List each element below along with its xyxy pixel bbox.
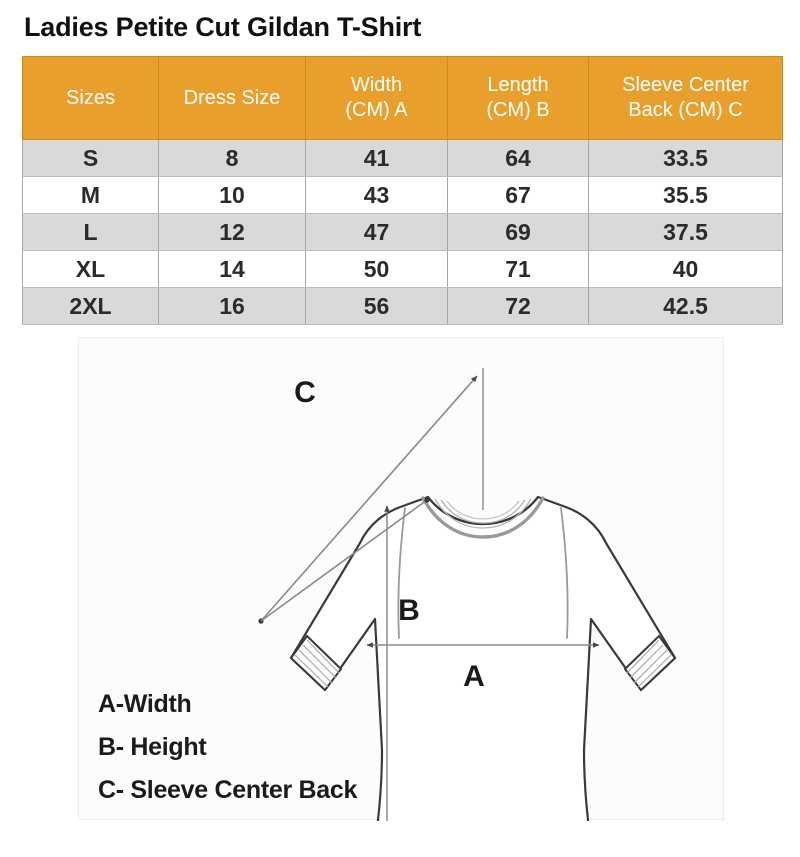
table-row: 2XL 16 56 72 42.5 bbox=[22, 287, 783, 325]
cell-width: 50 bbox=[305, 250, 448, 288]
cell-length: 71 bbox=[447, 250, 589, 288]
cell-length: 64 bbox=[447, 139, 589, 177]
cell-sleeve-center-back: 40 bbox=[588, 250, 783, 288]
dimension-c-line bbox=[258, 368, 484, 624]
cell-dress-size: 12 bbox=[158, 213, 306, 251]
cell-dress-size: 16 bbox=[158, 287, 306, 325]
table-row: M 10 43 67 35.5 bbox=[22, 176, 783, 214]
cell-width: 56 bbox=[305, 287, 448, 325]
legend-item-c: C- Sleeve Center Back bbox=[98, 776, 358, 804]
column-header-width-line1: Width bbox=[350, 74, 403, 96]
tshirt-diagram-svg: C B A bbox=[258, 368, 677, 821]
column-header-width: Width (CM) A bbox=[305, 56, 448, 140]
cell-size: 2XL bbox=[22, 287, 159, 325]
column-header-sizes-line1: Sizes bbox=[66, 86, 115, 109]
column-header-dress-size-line1: Dress Size bbox=[183, 86, 281, 109]
size-chart-table: Sizes Dress Size Width (CM) A Length (CM… bbox=[22, 56, 783, 325]
column-header-dress-size: Dress Size bbox=[158, 56, 306, 140]
cell-width: 47 bbox=[305, 213, 448, 251]
table-row: S 8 41 64 33.5 bbox=[22, 139, 783, 177]
column-header-sizes: Sizes bbox=[22, 56, 159, 140]
column-header-sleeve-center-back-line2: Back (CM) C bbox=[628, 99, 743, 121]
cell-sleeve-center-back: 33.5 bbox=[588, 139, 783, 177]
table-row: L 12 47 69 37.5 bbox=[22, 213, 783, 251]
column-header-length-line1: Length bbox=[487, 74, 549, 96]
cell-length: 69 bbox=[447, 213, 589, 251]
dimension-label-c: C bbox=[294, 376, 316, 409]
column-header-length-line2: (CM) B bbox=[486, 99, 550, 121]
column-header-length: Length (CM) B bbox=[447, 56, 589, 140]
column-header-sleeve-center-back-line1: Sleeve Center bbox=[622, 74, 749, 96]
cell-sleeve-center-back: 42.5 bbox=[588, 287, 783, 325]
cell-size: L bbox=[22, 213, 159, 251]
cell-dress-size: 14 bbox=[158, 250, 306, 288]
cell-size: S bbox=[22, 139, 159, 177]
legend-item-a: A-Width bbox=[98, 690, 192, 718]
cell-size: M bbox=[22, 176, 159, 214]
page-title: Ladies Petite Cut Gildan T-Shirt bbox=[24, 12, 422, 42]
size-chart-table-container: Sizes Dress Size Width (CM) A Length (CM… bbox=[22, 56, 783, 325]
cell-length: 72 bbox=[447, 287, 589, 325]
measurement-legend: A-Width B- Height C- Sleeve Center Back bbox=[98, 683, 518, 812]
table-row: XL 14 50 71 40 bbox=[22, 250, 783, 288]
cell-width: 41 bbox=[305, 139, 448, 177]
measurement-diagram-panel: C B A bbox=[78, 337, 724, 821]
cell-sleeve-center-back: 35.5 bbox=[588, 176, 783, 214]
cell-width: 43 bbox=[305, 176, 448, 214]
cell-length: 67 bbox=[447, 176, 589, 214]
column-header-width-line2: (CM) A bbox=[345, 99, 408, 121]
cell-size: XL bbox=[22, 250, 159, 288]
cell-sleeve-center-back: 37.5 bbox=[588, 213, 783, 251]
table-header-row: Sizes Dress Size Width (CM) A Length (CM… bbox=[22, 56, 783, 140]
dimension-label-b: B bbox=[398, 594, 420, 627]
cell-dress-size: 8 bbox=[158, 139, 306, 177]
dimension-label-a: A bbox=[463, 660, 485, 693]
legend-item-b: B- Height bbox=[98, 733, 207, 761]
column-header-sleeve-center-back: Sleeve Center Back (CM) C bbox=[588, 56, 783, 140]
cell-dress-size: 10 bbox=[158, 176, 306, 214]
